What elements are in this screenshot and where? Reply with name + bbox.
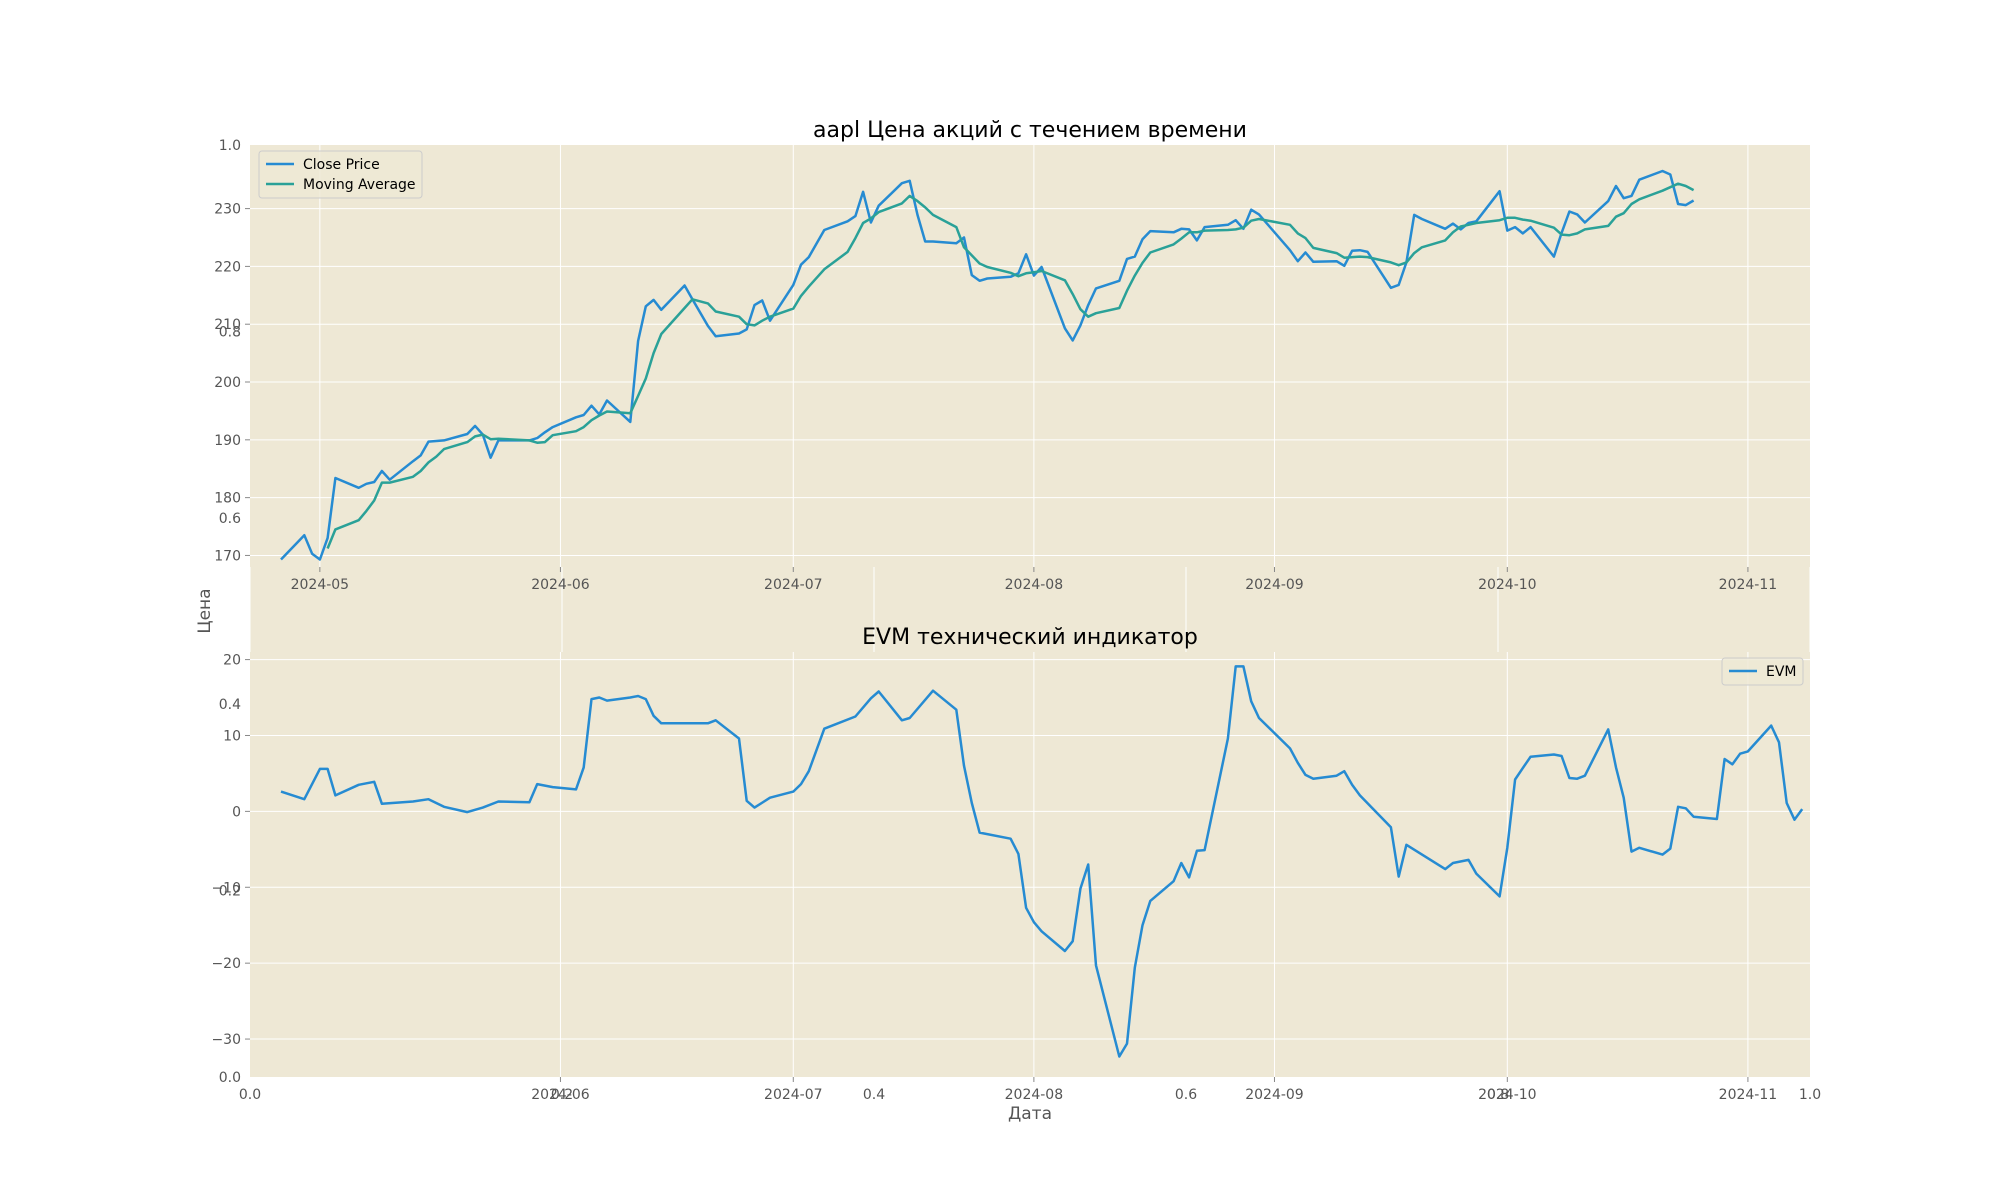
price-chart-grid bbox=[250, 145, 1810, 567]
price-y-tick-label: 220 bbox=[214, 259, 241, 275]
background-x-tick-label: 0.6 bbox=[1175, 1087, 1197, 1103]
y-axis-label: Цена bbox=[195, 588, 215, 633]
x-axis-label: Дата bbox=[1008, 1104, 1052, 1124]
price-chart: 2024-05 2024-06 2024-07 2024-08 2024-09 2024-… bbox=[214, 118, 1810, 593]
background-y-tick-label: 0.2 bbox=[219, 884, 241, 900]
evm-chart-grid bbox=[250, 652, 1810, 1077]
background-x-tick-label: 0.8 bbox=[1487, 1087, 1509, 1103]
price-y-tick-label: 170 bbox=[214, 548, 241, 564]
background-x-tick-label: 1.0 bbox=[1799, 1087, 1821, 1103]
price-y-tick-label: 180 bbox=[214, 491, 241, 507]
price-y-tick-label: 210 bbox=[214, 317, 241, 333]
price-y-tick-label: 230 bbox=[214, 202, 241, 218]
evm-chart-plot-area bbox=[250, 652, 1810, 1077]
price-chart-series bbox=[280, 169, 1695, 561]
legend-close-price-label: Close Price bbox=[303, 157, 380, 173]
price-x-tick-label: 2024-11 bbox=[1719, 577, 1778, 593]
evm-series-evm-line bbox=[280, 665, 1804, 1058]
price-x-tick-label: 2024-05 bbox=[291, 577, 350, 593]
evm-y-tick-label: 20 bbox=[223, 653, 241, 669]
price-x-tick-label: 2024-09 bbox=[1245, 577, 1304, 593]
evm-y-tick-label: −10 bbox=[211, 880, 241, 896]
background-y-tick-label: 0.6 bbox=[219, 511, 241, 527]
evm-y-tick-label: 10 bbox=[223, 728, 241, 744]
evm-x-tick-label: 2024-10 bbox=[1478, 1087, 1537, 1103]
evm-chart-ticks: 2024-06 2024-07 2024-08 2024-09 2024-10 2024-… bbox=[211, 653, 1777, 1103]
evm-x-tick-label: 2024-07 bbox=[764, 1087, 823, 1103]
price-y-tick-label: 200 bbox=[214, 375, 241, 391]
evm-x-tick-label: 2024-06 bbox=[531, 1087, 590, 1103]
evm-chart-title: EVM технический индикатор bbox=[862, 625, 1198, 650]
price-chart-legend: Close Price Moving Average bbox=[258, 150, 423, 199]
evm-chart-series bbox=[280, 665, 1804, 1058]
evm-chart: 2024-06 2024-07 2024-08 2024-09 2024-10 2024-… bbox=[211, 625, 1810, 1124]
evm-chart-legend: EVM bbox=[1721, 657, 1804, 686]
evm-y-tick-label: 0 bbox=[232, 804, 241, 820]
background-x-tick-label: 0.4 bbox=[863, 1087, 885, 1103]
price-chart-ticks: 2024-05 2024-06 2024-07 2024-08 2024-09 2024-… bbox=[214, 202, 1777, 593]
price-chart-plot-area bbox=[250, 145, 1810, 567]
price-legend-frame bbox=[258, 150, 423, 199]
evm-y-tick-label: −30 bbox=[211, 1032, 241, 1048]
evm-x-tick-label: 2024-11 bbox=[1719, 1087, 1778, 1103]
evm-x-tick-label: 2024-08 bbox=[1005, 1087, 1064, 1103]
price-y-tick-label: 190 bbox=[214, 433, 241, 449]
price-x-tick-label: 2024-06 bbox=[531, 577, 590, 593]
background-y-tick-label: 0.0 bbox=[219, 1070, 241, 1086]
evm-legend-frame bbox=[1721, 657, 1804, 686]
price-x-tick-label: 2024-10 bbox=[1478, 577, 1537, 593]
price-series-moving-average-line bbox=[326, 182, 1695, 549]
background-x-tick-label: 0.2 bbox=[551, 1087, 573, 1103]
legend-moving-average-label: Moving Average bbox=[303, 177, 416, 193]
background-axes-ticks: 0.0 0.2 0.4 0.6 0.8 1.0 0.0 0.2 0.4 0.6 0.8 1.0 bbox=[219, 138, 1821, 1103]
background-y-tick-label: 0.4 bbox=[219, 697, 241, 713]
background-x-tick-label: 0.0 bbox=[239, 1087, 261, 1103]
evm-y-tick-label: −20 bbox=[211, 956, 241, 972]
background-y-tick-label: 1.0 bbox=[219, 138, 241, 154]
price-x-tick-label: 2024-08 bbox=[1005, 577, 1064, 593]
price-x-tick-label: 2024-07 bbox=[764, 577, 823, 593]
legend-evm-label: EVM bbox=[1766, 664, 1797, 680]
evm-x-tick-label: 2024-09 bbox=[1245, 1087, 1304, 1103]
price-chart-title: aapl Цена акций с течением времени bbox=[813, 118, 1247, 143]
background-y-tick-label: 0.8 bbox=[219, 324, 241, 340]
